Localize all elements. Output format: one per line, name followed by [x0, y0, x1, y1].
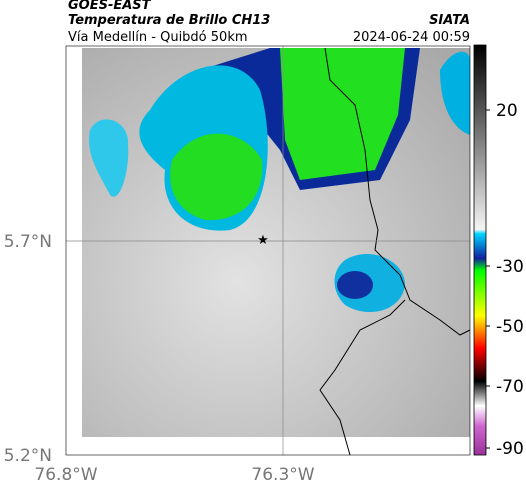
map: ★ [65, 45, 471, 456]
satellite: GOES-EAST [68, 0, 152, 13]
colorbar-label: -30 [496, 257, 524, 277]
lon-label: 76.3°W [251, 465, 314, 485]
svg-text:★: ★ [257, 233, 269, 248]
lat-label: 5.7°N [4, 232, 52, 252]
colorbar-label: -50 [496, 317, 524, 337]
timestamp: 2024-06-24 00:59 [353, 30, 470, 45]
region: Vía Medellín - Quibdó 50km [68, 30, 248, 45]
product: Temperatura de Brillo CH13 [68, 13, 270, 28]
colorbar [473, 44, 487, 456]
lat-label: 5.2°N [4, 446, 52, 466]
colorbar-label: 20 [496, 101, 518, 121]
source: SIATA [429, 13, 470, 28]
colorbar-label: -90 [496, 439, 524, 459]
colorbar-label: -70 [496, 377, 524, 397]
lon-label: 76.8°W [34, 465, 97, 485]
